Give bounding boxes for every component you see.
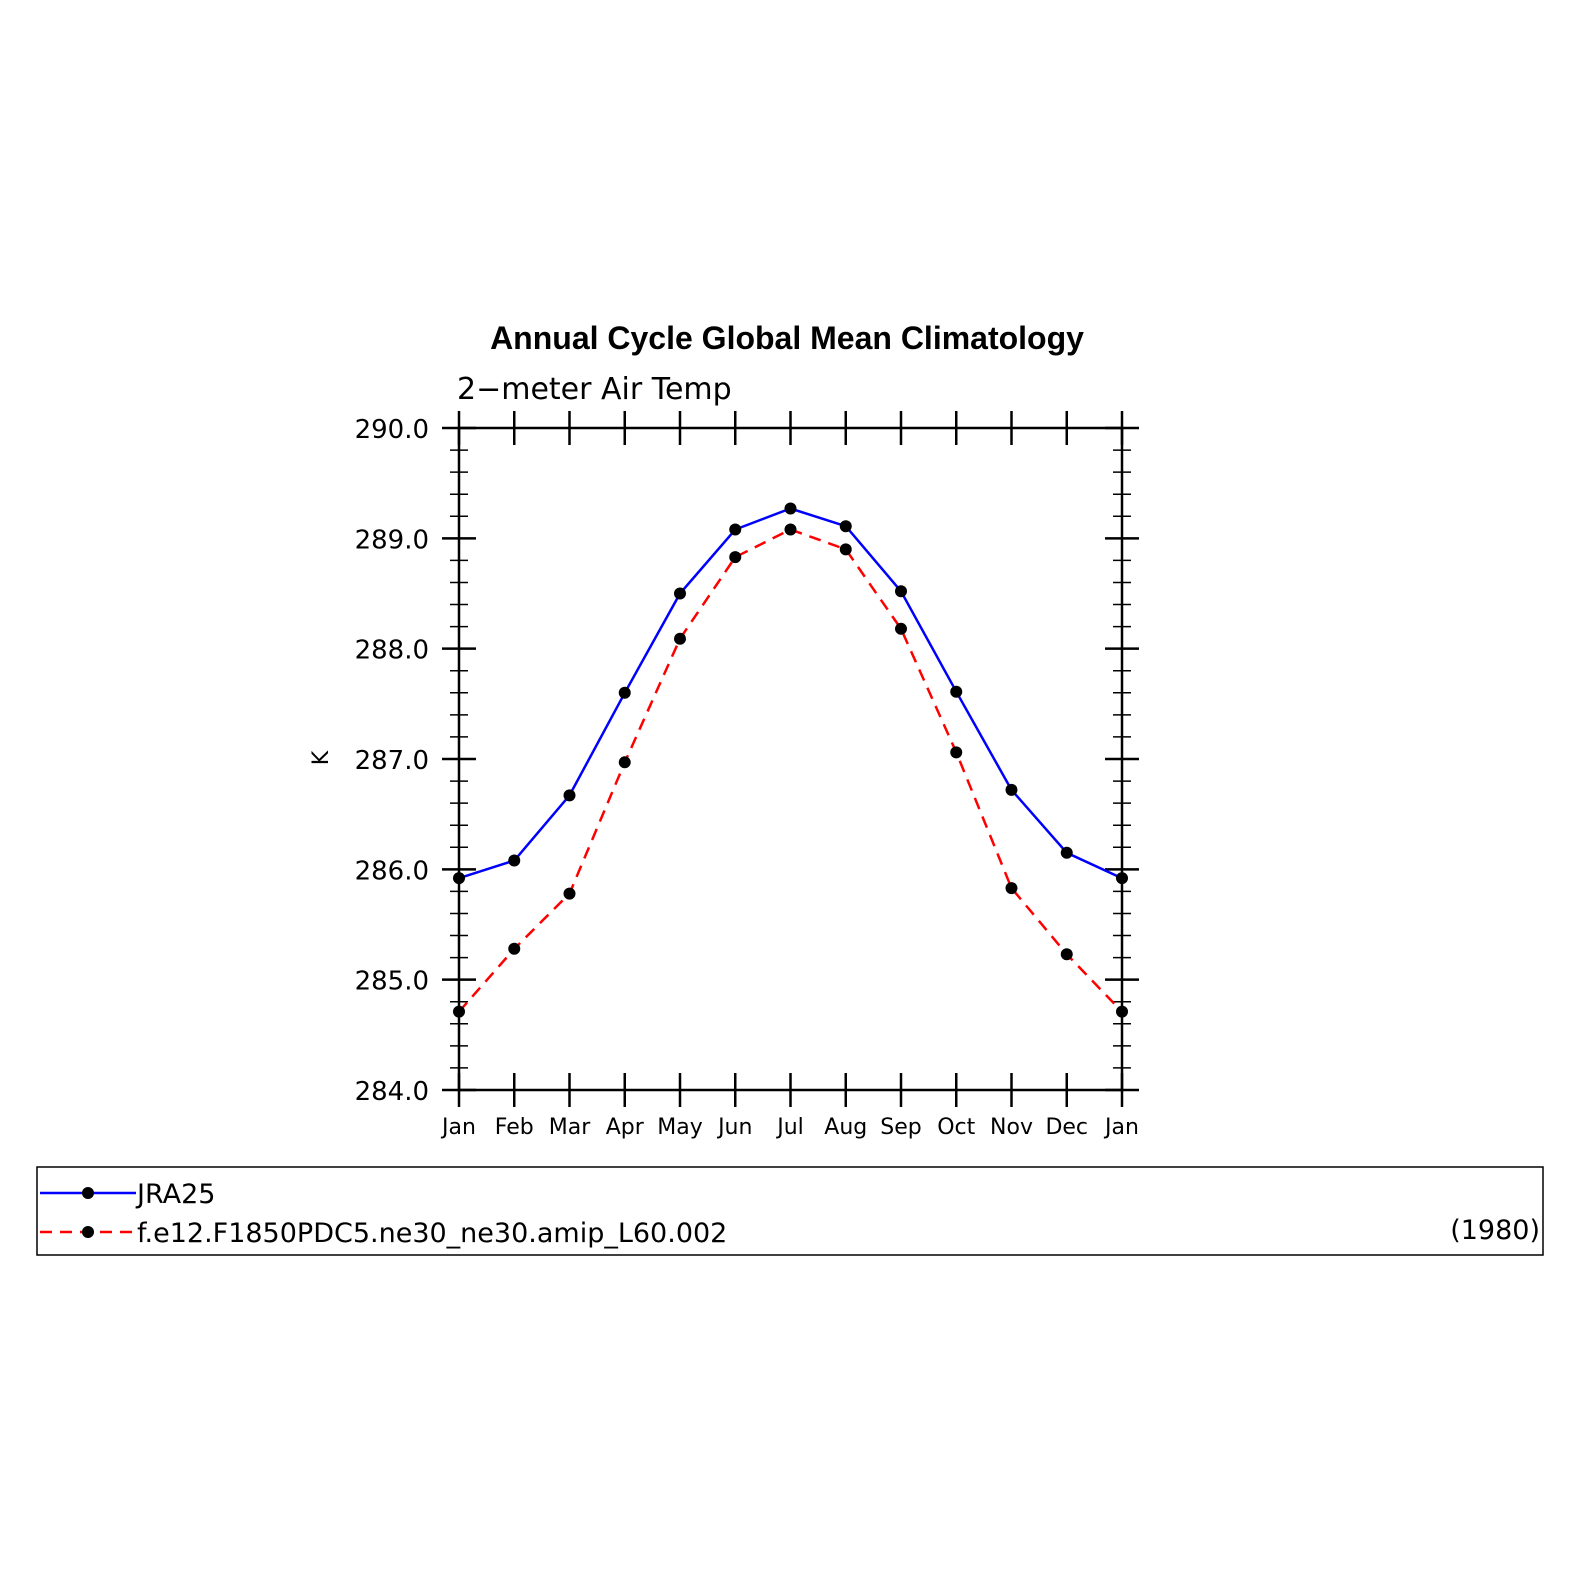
x-tick-label: Jul [775,1115,804,1140]
data-point [729,551,742,564]
data-point [674,587,686,600]
legend-marker [82,1187,94,1199]
x-tick-label: May [657,1115,702,1140]
data-point [453,872,465,885]
series-2 [453,523,1128,1018]
x-tick-label: Jan [440,1115,476,1140]
data-point [839,543,852,556]
data-point [1060,948,1073,961]
data-point [453,1005,465,1018]
y-axis-label: K [309,750,334,765]
chart-subtitle: 2−meter Air Temp [457,372,732,407]
data-point [618,686,631,699]
x-tick-label: Jun [716,1115,752,1140]
x-tick-label: Apr [606,1115,645,1140]
x-tick-label: Aug [824,1115,867,1140]
data-point [1005,882,1018,895]
x-tick-label: Oct [937,1115,975,1140]
y-tick-label: 288.0 [355,636,429,666]
x-tick-label: Mar [549,1115,591,1140]
series-line [458,528,1123,1013]
series-1 [453,502,1128,885]
data-point [950,746,963,759]
x-tick-label: Sep [880,1115,921,1140]
y-tick-label: 284.0 [355,1077,429,1107]
x-tick-label: Feb [495,1115,534,1140]
y-tick-label: 290.0 [355,415,429,445]
legend-label: JRA25 [135,1179,215,1210]
series-line [458,507,1123,880]
data-point [784,502,797,515]
data-point [950,685,963,698]
data-point [618,756,631,769]
y-tick-label: 286.0 [355,856,429,886]
data-point [508,854,521,867]
y-tick-label: 285.0 [355,967,429,997]
data-point [563,887,576,900]
data-point [1060,846,1073,859]
x-tick-label: Jan [1103,1115,1139,1140]
data-point [784,523,797,536]
data-point [729,523,742,536]
chart-title: Annual Cycle Global Mean Climatology [490,320,1084,356]
y-tick-label: 287.0 [355,746,429,776]
data-point [839,520,852,533]
legend-box [36,1166,1544,1256]
data-point [895,622,907,635]
legend: JRA25 f.e12.F1850PDC5.ne30_ne30.amip_L60.… [40,1179,727,1249]
legend-label: f.e12.F1850PDC5.ne30_ne30.amip_L60.002 [137,1218,727,1249]
data-point [674,632,686,645]
data-point [1116,872,1128,885]
legend-marker [82,1226,94,1238]
y-tick-label: 289.0 [355,525,429,555]
axis-ticks: 284.0 285.0 286.0 287.0 288.0 289.0 290.0 Jan Fe… [355,411,1139,1140]
data-point [895,585,907,598]
legend-note: (1980) [1450,1215,1540,1246]
data-point [1005,783,1018,796]
x-tick-label: Dec [1045,1115,1088,1140]
data-point [1116,1005,1128,1018]
plot-series [453,502,1128,1018]
x-tick-label: Nov [990,1115,1033,1140]
data-point [563,789,576,802]
data-point [508,942,521,955]
